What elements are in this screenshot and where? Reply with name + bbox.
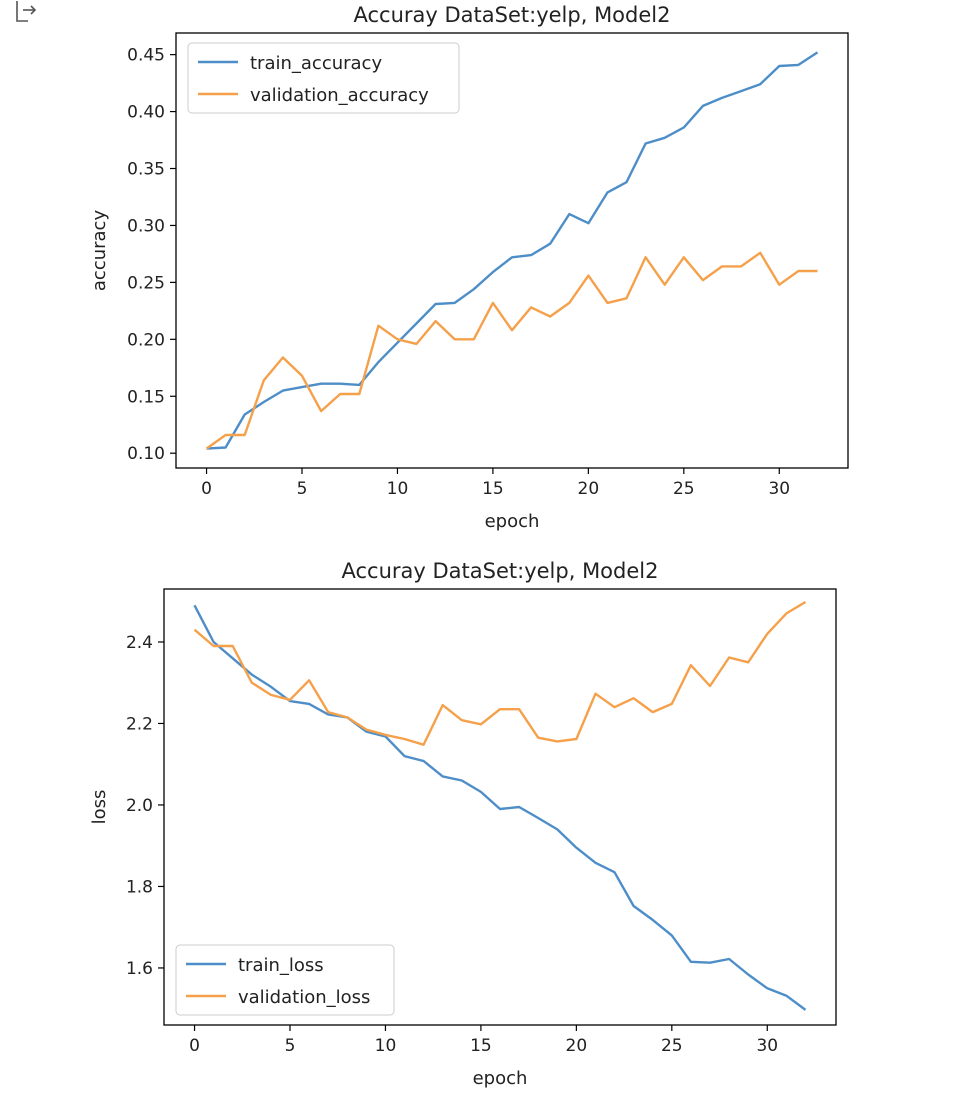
chart-title: Accuray DataSet:yelp, Model2 bbox=[342, 559, 659, 583]
y-tick-label: 0.30 bbox=[127, 216, 165, 236]
y-tick-label: 0.15 bbox=[127, 387, 165, 407]
x-tick-label: 20 bbox=[566, 1036, 588, 1056]
x-tick-label: 30 bbox=[756, 1036, 778, 1056]
y-tick-label: 0.35 bbox=[127, 160, 165, 180]
x-tick-label: 5 bbox=[285, 1036, 296, 1056]
y-tick-label: 2.0 bbox=[126, 796, 153, 816]
legend-label-validation_loss: validation_loss bbox=[238, 987, 370, 1008]
y-tick-label: 2.4 bbox=[126, 633, 153, 653]
x-tick-label: 25 bbox=[673, 479, 695, 499]
x-axis-label: epoch bbox=[473, 1068, 528, 1089]
plot-frame bbox=[175, 32, 849, 469]
plot-frame bbox=[163, 588, 837, 1026]
chart-title: Accuray DataSet:yelp, Model2 bbox=[354, 3, 671, 27]
y-tick-label: 0.25 bbox=[127, 273, 165, 293]
chart-1: Accuray DataSet:yelp, Model2 0 5 10 15 20 25 30… bbox=[89, 559, 837, 1089]
y-axis-label: accuracy bbox=[89, 210, 110, 292]
x-tick-label: 30 bbox=[768, 479, 790, 499]
y-tick-label: 1.6 bbox=[126, 959, 153, 979]
legend-label-train_accuracy: train_accuracy bbox=[250, 53, 382, 74]
x-tick-label: 10 bbox=[375, 1036, 397, 1056]
x-tick-label: 10 bbox=[387, 479, 409, 499]
legend-box bbox=[175, 944, 395, 1016]
x-tick-label: 0 bbox=[189, 1036, 200, 1056]
legend: train_loss validation_loss bbox=[175, 944, 395, 1016]
x-tick-label: 20 bbox=[578, 479, 600, 499]
y-tick-label: 0.20 bbox=[127, 330, 165, 350]
chart-0: Accuray DataSet:yelp, Model2 0 5 10 15 20 25 30… bbox=[89, 3, 849, 532]
series-line-validation_accuracy bbox=[205, 251, 818, 450]
y-axis-label: loss bbox=[89, 790, 110, 825]
y-tick-label: 1.8 bbox=[126, 877, 153, 897]
x-tick-label: 15 bbox=[470, 1036, 492, 1056]
y-tick-label: 2.2 bbox=[126, 714, 153, 734]
series-line-validation_loss bbox=[193, 600, 807, 746]
y-tick-label: 0.40 bbox=[127, 103, 165, 123]
legend-label-train_loss: train_loss bbox=[238, 955, 324, 976]
legend-label-validation_accuracy: validation_accuracy bbox=[250, 85, 429, 106]
y-tick-label: 0.45 bbox=[127, 46, 165, 66]
x-tick-label: 15 bbox=[482, 479, 504, 499]
x-tick-label: 0 bbox=[201, 479, 212, 499]
x-axis-label: epoch bbox=[485, 511, 540, 532]
output-arrow-icon[interactable] bbox=[14, 0, 46, 26]
legend: train_accuracy validation_accuracy bbox=[187, 42, 460, 114]
x-tick-label: 25 bbox=[661, 1036, 683, 1056]
series-line-train_loss bbox=[193, 604, 807, 1011]
x-tick-label: 5 bbox=[297, 479, 308, 499]
y-tick-label: 0.10 bbox=[127, 444, 165, 464]
legend-box bbox=[187, 42, 460, 114]
